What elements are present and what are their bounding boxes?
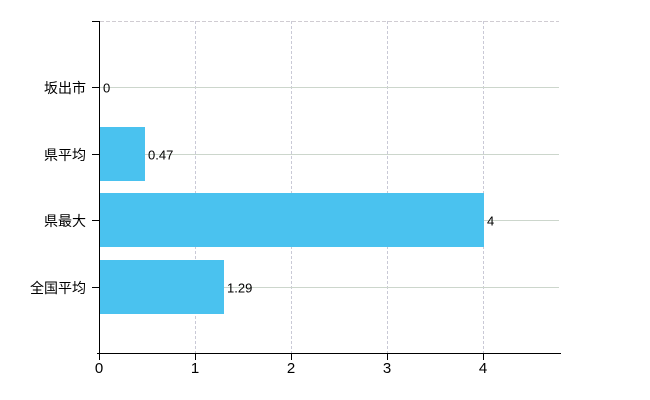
x-axis-tick [195,354,196,360]
plot-top-border [100,21,559,22]
x-tick-label: 4 [478,360,488,377]
category-label: 坂出市 [44,80,86,96]
bar [100,193,484,247]
bar-value-label: 0.47 [148,147,174,163]
y-axis-tick [92,154,99,155]
bar-value-label: 0 [103,80,111,96]
gridline-vertical [195,21,196,353]
gridline-horizontal [100,154,559,155]
y-axis-tick [92,287,99,288]
x-axis-tick [387,354,388,360]
category-label: 県平均 [44,147,86,163]
x-axis-tick [99,354,100,360]
y-axis-tick [92,87,99,88]
gridline-horizontal [100,87,559,88]
x-axis-tick [483,354,484,360]
y-axis-tick [92,21,99,22]
gridline-vertical [387,21,388,353]
gridline-horizontal [100,287,559,288]
y-axis-line [99,21,100,354]
category-label: 全国平均 [30,280,86,296]
bar [100,260,224,314]
y-axis-tick [92,220,99,221]
gridline-vertical [483,21,484,353]
x-axis-tick [291,354,292,360]
x-tick-label: 3 [382,360,392,377]
x-tick-label: 0 [94,360,104,377]
x-tick-label: 1 [190,360,200,377]
bar-value-label: 4 [487,213,495,229]
x-axis-line [97,353,561,354]
x-tick-label: 2 [286,360,296,377]
gridline-vertical [291,21,292,353]
bar-value-label: 1.29 [227,280,253,296]
bar [100,127,145,181]
category-label: 県最大 [44,213,86,229]
